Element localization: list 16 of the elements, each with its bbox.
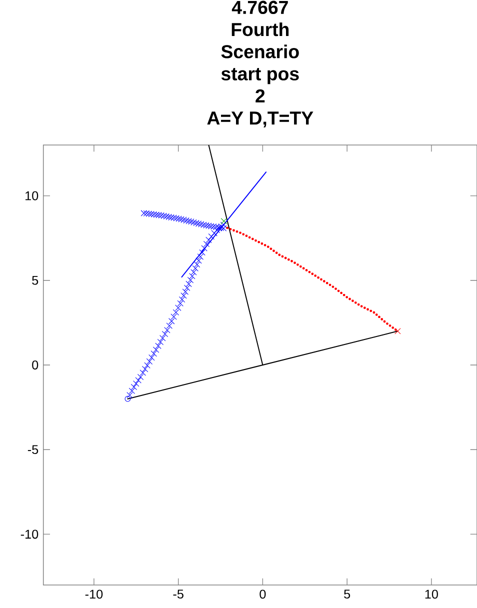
y-tick-label: 0	[32, 360, 38, 370]
text: start pos	[221, 68, 299, 84]
x-tick-label: -5	[173, 590, 184, 599]
text: Scenario	[221, 44, 299, 58]
text: A=Y D,T=TY	[207, 112, 314, 128]
y-tick-label: 10	[25, 191, 38, 200]
x-tick-label: 0	[260, 590, 266, 599]
x-tick-label: 5	[344, 590, 350, 599]
y-tick-label: -5	[28, 445, 38, 454]
x-tick-label: 10	[425, 590, 438, 599]
x-tick-label: -10	[85, 590, 103, 599]
text: 4.7667	[232, 0, 288, 14]
text: Fourth	[232, 22, 289, 36]
y-tick-label: 5	[32, 276, 38, 285]
text: 2	[256, 89, 265, 102]
y-tick-label: -10	[20, 530, 38, 539]
